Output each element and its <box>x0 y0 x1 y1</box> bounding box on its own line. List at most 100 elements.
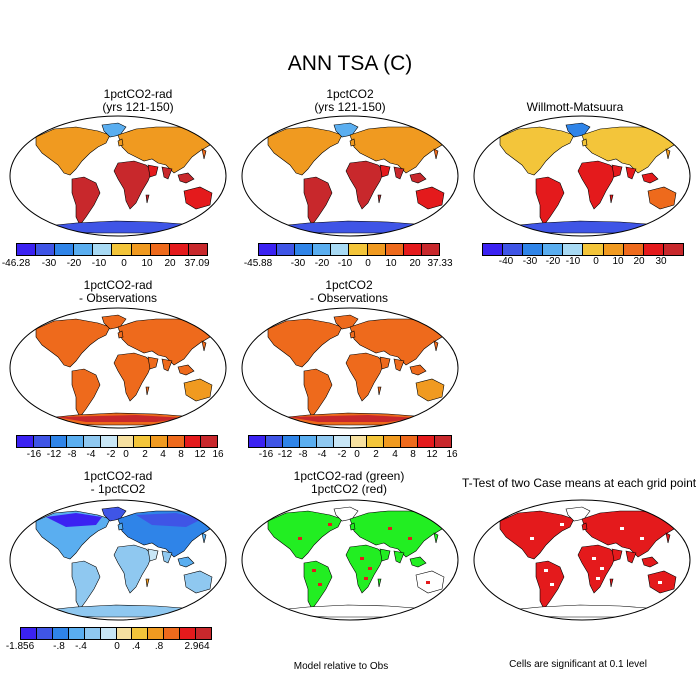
grid-cell-mark <box>328 523 332 526</box>
landmass-nz <box>679 592 685 603</box>
landmass-india <box>393 550 405 564</box>
colorbar-4-tick-label: 16 <box>212 449 224 460</box>
landmass-aus <box>183 570 213 594</box>
colorbar-5-tick-label: 2 <box>373 449 379 460</box>
landmass-eurasia <box>581 510 677 558</box>
panel-title-6-line2: - 1pctCO2 <box>90 482 146 496</box>
colorbar-6-swatch <box>68 628 85 639</box>
map-panel-8 <box>473 499 691 621</box>
colorbar-5-tick-label: 8 <box>410 449 416 460</box>
landmass-japan <box>665 532 671 544</box>
landmass-arabia <box>611 548 623 562</box>
colorbar-3-swatch <box>643 244 664 255</box>
landmass-nz <box>215 592 221 603</box>
landmass-na <box>35 126 111 176</box>
landmass-arabia <box>611 164 623 178</box>
landmass-nz <box>447 208 453 219</box>
landmass-uk <box>117 522 124 531</box>
colorbar-2-tick-label: 37.33 <box>427 258 453 269</box>
colorbar-6-swatch <box>21 628 37 639</box>
landmass-uk <box>581 522 588 531</box>
landmass-arabia <box>147 548 159 562</box>
panel-title-4-line2: - Observations <box>78 291 158 305</box>
landmass-sa <box>71 176 101 226</box>
colorbar-2-tick-label: 10 <box>385 258 397 269</box>
landmass-africa <box>577 160 617 210</box>
colorbar-6-tick-label: -1.856 <box>5 641 35 652</box>
grid-cell-mark <box>560 523 564 526</box>
colorbar-5-tick-label: 16 <box>446 449 458 460</box>
colorbar-1-swatch <box>150 244 170 255</box>
landmass-india <box>625 166 637 180</box>
colorbar-3-swatch <box>583 244 604 255</box>
grid-cell-mark <box>592 557 596 560</box>
landmass-seasia <box>641 172 659 184</box>
grid-cell-mark <box>364 577 368 580</box>
landmass-india <box>161 358 173 372</box>
colorbar-4-tick-label: -4 <box>86 449 96 460</box>
note-cells-significant: Cells are significant at 0.1 level <box>509 659 647 670</box>
landmass-sa <box>303 176 333 226</box>
landmass-africa <box>577 544 617 594</box>
landmass-madagascar <box>609 194 614 204</box>
colorbar-5-swatch <box>384 436 402 447</box>
colorbar-4-swatch <box>151 436 168 447</box>
landmass-eurasia <box>117 126 213 174</box>
landmass-india <box>393 166 405 180</box>
landmass-arabia <box>379 164 391 178</box>
colorbar-1-tick-label: 20 <box>164 258 176 269</box>
colorbar-2-tick-label: 0 <box>365 258 371 269</box>
colorbar-1-tick-label: -10 <box>91 258 107 269</box>
colorbar-6-swatch <box>100 628 117 639</box>
colorbar-4-swatch <box>184 436 202 447</box>
grid-cell-mark <box>360 557 364 560</box>
landmass-aus <box>183 378 213 402</box>
panel-title-3: Willmott-Matsuura <box>475 101 675 114</box>
colorbar-5-swatch <box>367 436 385 447</box>
landmass-eurasia <box>117 318 213 366</box>
colorbar-4-swatch <box>201 436 217 447</box>
colorbar-2-swatch <box>259 244 278 255</box>
grid-cell-mark <box>530 537 534 540</box>
colorbar-3-tick-label: -10 <box>565 256 581 267</box>
landmass-japan <box>201 148 207 160</box>
map-panel-3 <box>473 115 691 237</box>
panel-title-3-line1: Willmott-Matsuura <box>526 100 624 114</box>
colorbar-5-swatch <box>282 436 300 447</box>
landmass-uk <box>349 522 356 531</box>
colorbar-4-swatch <box>117 436 135 447</box>
colorbar-5-swatch <box>333 436 351 447</box>
colorbar-3-tick-label: 0 <box>593 256 599 267</box>
landmass-japan <box>665 148 671 160</box>
colorbar-4-swatch <box>50 436 68 447</box>
map-panel-1 <box>9 115 227 237</box>
colorbar-2-swatch <box>385 244 404 255</box>
figure-title: ANN TSA (C) <box>287 52 413 75</box>
landmass-japan <box>433 532 439 544</box>
colorbar-6-swatch <box>116 628 133 639</box>
colorbar-1-swatch <box>131 244 151 255</box>
panel-title-1: 1pctCO2-rad (yrs 121-150) <box>38 88 238 114</box>
colorbar-4-swatch <box>33 436 51 447</box>
map-panel-6 <box>9 499 227 621</box>
colorbar-5-tick-label: -12 <box>277 449 293 460</box>
colorbar-2-tick-label: -20 <box>314 258 330 269</box>
colorbar-2-swatch <box>331 244 350 255</box>
landmass-na <box>499 510 575 560</box>
map-frame <box>9 115 227 237</box>
landmass-aus <box>415 378 445 402</box>
colorbar-5-tick-label: 0 <box>354 449 360 460</box>
colorbar-5-tick-label: 4 <box>392 449 398 460</box>
panel-title-8: T-Test of two Case means at each grid po… <box>462 477 696 490</box>
landmass-na <box>267 318 343 368</box>
colorbar-6-swatch <box>180 628 197 639</box>
colorbar-2-tick-label: -30 <box>290 258 306 269</box>
colorbar-3 <box>482 243 684 256</box>
colorbar-5-swatch <box>249 436 266 447</box>
landmass-na <box>35 318 111 368</box>
map-panel-4 <box>9 307 227 429</box>
antarctic-anomaly <box>288 415 418 422</box>
colorbar-2-swatch <box>421 244 439 255</box>
colorbar-6-tick-label: 2.964 <box>184 641 210 652</box>
colorbar-3-tick-label: -30 <box>522 256 538 267</box>
